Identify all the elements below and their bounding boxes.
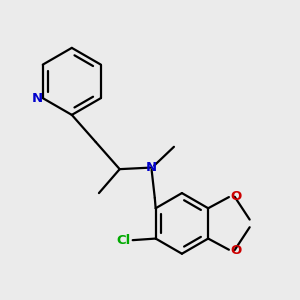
Text: Cl: Cl — [116, 234, 130, 247]
Text: N: N — [146, 161, 157, 174]
Text: O: O — [230, 190, 242, 203]
Text: N: N — [32, 92, 43, 105]
Text: O: O — [230, 244, 242, 257]
